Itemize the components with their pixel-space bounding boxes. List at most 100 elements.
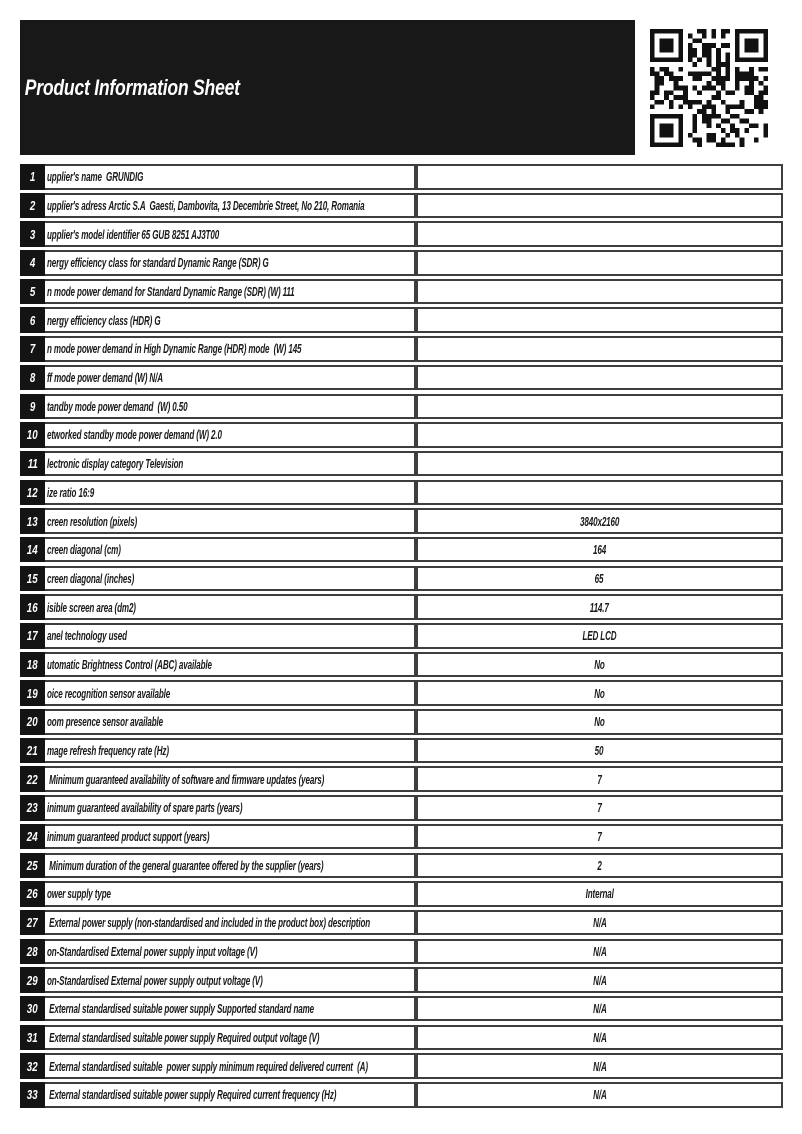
table-row: 28 on-Standardised External power supply… [20, 938, 783, 965]
table-row: 22 Minimum guaranteed availability of so… [20, 766, 783, 792]
row-label: oice recognition sensor available [45, 680, 416, 706]
row-value: Internal [416, 881, 783, 907]
row-label: nergy efficiency class (HDR) G [45, 307, 416, 333]
row-label: inimum guaranteed availability of spare … [45, 795, 416, 821]
row-label: External standardised suitable power sup… [45, 1024, 416, 1051]
row-value [416, 192, 783, 219]
row-label: upplier's name GRUNDIG [45, 164, 416, 190]
table-row: 14 creen diagonal (cm) 164 [20, 536, 783, 563]
row-label: inimum guaranteed product support (years… [45, 823, 416, 850]
header-band: Product Information Sheet [20, 20, 635, 155]
row-number: 18 [20, 651, 45, 678]
table-row: 16 isible screen area (dm2) 114.7 [20, 594, 783, 620]
row-label: creen diagonal (cm) [45, 536, 416, 563]
row-value: 114.7 [416, 594, 783, 620]
table-row: 31 External standardised suitable power … [20, 1024, 783, 1051]
row-number: 11 [20, 450, 45, 477]
table-row: 23 inimum guaranteed availability of spa… [20, 795, 783, 821]
table-row: 3 upplier's model identifier 65 GUB 8251… [20, 221, 783, 247]
row-value: N/A [416, 1024, 783, 1051]
row-number: 28 [20, 938, 45, 965]
row-value: N/A [416, 967, 783, 993]
table-row: 9 tandby mode power demand (W) 0.50 [20, 393, 783, 419]
row-label: creen resolution (pixels) [45, 508, 416, 534]
row-label: Minimum guaranteed availability of softw… [45, 766, 416, 792]
row-number: 9 [20, 393, 45, 419]
row-label: nergy efficiency class for standard Dyna… [45, 250, 416, 276]
table-row: 32 External standardised suitable power … [20, 1053, 783, 1079]
row-value: N/A [416, 938, 783, 965]
table-row: 12 ize ratio 16:9 [20, 479, 783, 506]
row-value [416, 450, 783, 477]
table-row: 11 lectronic display category Television [20, 450, 783, 477]
row-value: 7 [416, 823, 783, 850]
row-number: 16 [20, 594, 45, 620]
page-title: Product Information Sheet [24, 74, 240, 100]
row-label: on-Standardised External power supply ou… [45, 967, 416, 993]
row-number: 30 [20, 995, 45, 1022]
table-row: 21 mage refresh frequency rate (Hz) 50 [20, 737, 783, 764]
row-label: External standardised suitable power sup… [45, 1053, 416, 1079]
row-number: 8 [20, 364, 45, 391]
row-label: n mode power demand in High Dynamic Rang… [45, 336, 416, 362]
row-label: etworked standby mode power demand (W) 2… [45, 422, 416, 448]
row-value: 50 [416, 737, 783, 764]
table-row: 2 upplier's adress Arctic S.A Gaesti, Da… [20, 192, 783, 219]
row-number: 29 [20, 967, 45, 993]
row-number: 21 [20, 737, 45, 764]
row-number: 10 [20, 422, 45, 448]
row-number: 27 [20, 909, 45, 936]
row-value [416, 250, 783, 276]
row-label: n mode power demand for Standard Dynamic… [45, 278, 416, 305]
table-row: 7 n mode power demand in High Dynamic Ra… [20, 336, 783, 362]
qr-panel [635, 20, 783, 155]
row-value: No [416, 680, 783, 706]
table-row: 13 creen resolution (pixels) 3840x2160 [20, 508, 783, 534]
row-value: 7 [416, 766, 783, 792]
row-number: 20 [20, 709, 45, 735]
table-row: 19 oice recognition sensor available No [20, 680, 783, 706]
row-label: Minimum duration of the general guarante… [45, 852, 416, 878]
row-number: 31 [20, 1024, 45, 1051]
row-number: 23 [20, 795, 45, 821]
row-number: 12 [20, 479, 45, 506]
row-number: 7 [20, 336, 45, 362]
row-value: 65 [416, 565, 783, 592]
row-number: 2 [20, 192, 45, 219]
row-number: 13 [20, 508, 45, 534]
header: Product Information Sheet [20, 20, 783, 155]
table-row: 17 anel technology used LED LCD [20, 623, 783, 649]
row-value [416, 307, 783, 333]
row-value [416, 479, 783, 506]
table-row: 27 External power supply (non-standardis… [20, 909, 783, 936]
row-value [416, 278, 783, 305]
table-row: 1 upplier's name GRUNDIG [20, 164, 783, 190]
row-number: 3 [20, 221, 45, 247]
row-label: ower supply type [45, 881, 416, 907]
row-value: 2 [416, 852, 783, 878]
row-value: N/A [416, 995, 783, 1022]
row-label: ize ratio 16:9 [45, 479, 416, 506]
row-label: isible screen area (dm2) [45, 594, 416, 620]
row-label: oom presence sensor available [45, 709, 416, 735]
row-label: lectronic display category Television [45, 450, 416, 477]
row-number: 19 [20, 680, 45, 706]
row-value [416, 221, 783, 247]
table-row: 4 nergy efficiency class for standard Dy… [20, 250, 783, 276]
row-label: External standardised suitable power sup… [45, 995, 416, 1022]
table-row: 8 ff mode power demand (W) N/A [20, 364, 783, 391]
table-row: 30 External standardised suitable power … [20, 995, 783, 1022]
row-number: 14 [20, 536, 45, 563]
table-row: 5 n mode power demand for Standard Dynam… [20, 278, 783, 305]
row-label: mage refresh frequency rate (Hz) [45, 737, 416, 764]
table-row: 6 nergy efficiency class (HDR) G [20, 307, 783, 333]
row-value: N/A [416, 909, 783, 936]
row-value: 164 [416, 536, 783, 563]
table-row: 24 inimum guaranteed product support (ye… [20, 823, 783, 850]
row-number: 26 [20, 881, 45, 907]
row-value: 3840x2160 [416, 508, 783, 534]
row-number: 32 [20, 1053, 45, 1079]
row-value [416, 164, 783, 190]
row-value: N/A [416, 1053, 783, 1079]
